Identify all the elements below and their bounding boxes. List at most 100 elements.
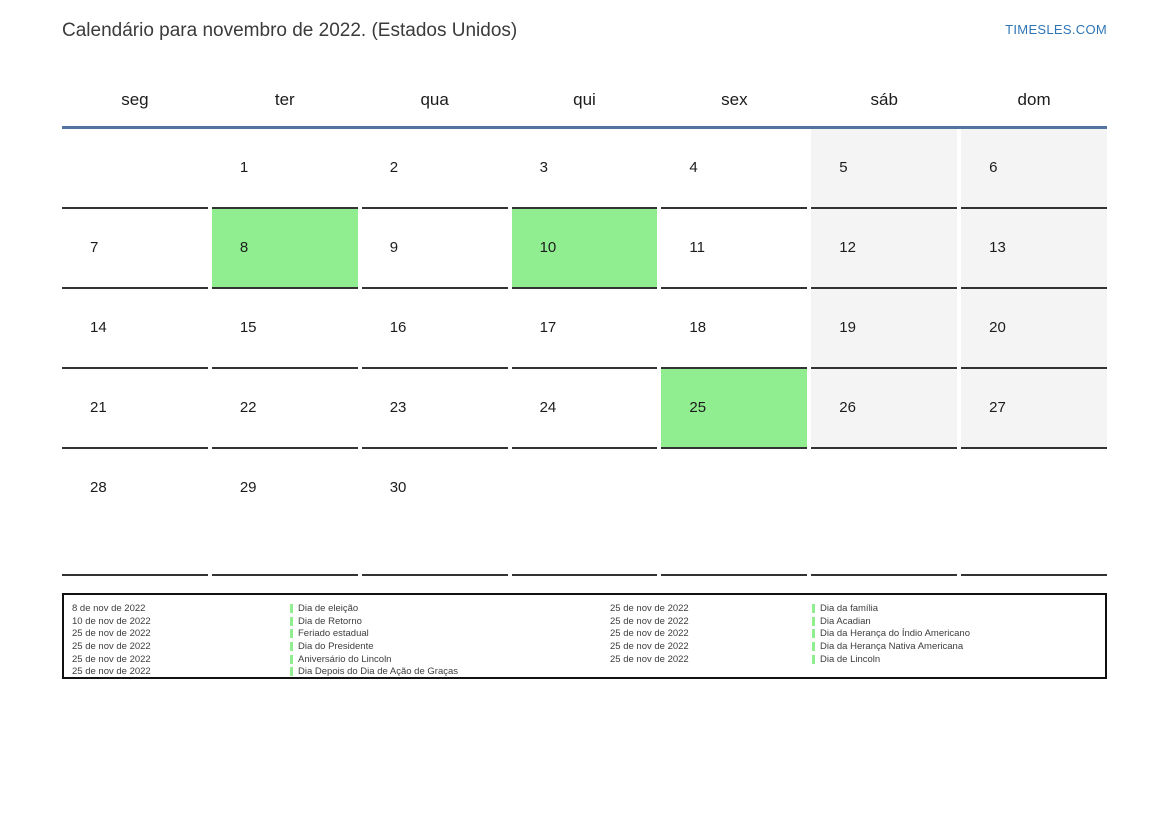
legend-holiday-name: Dia de Retorno — [290, 616, 362, 627]
legend-row: 25 de nov de 2022 Dia do Presidente — [72, 640, 610, 653]
legend-right-column: 25 de nov de 2022 Dia da família 25 de nov… — [610, 602, 1105, 677]
legend-date: 25 de nov de 2022 — [610, 653, 689, 665]
legend-holiday-label: Dia do Presidente — [298, 640, 374, 652]
empty-day-cell — [511, 449, 658, 576]
legend-date: 25 de nov de 2022 — [610, 628, 689, 640]
empty-day-cell — [961, 449, 1107, 576]
legend-date: 10 de nov de 2022 — [72, 615, 151, 627]
holiday-marker-icon — [812, 654, 815, 664]
day-cell-24: 24 — [511, 369, 658, 449]
legend-holiday-name: Dia da Herança do Índio Americano — [812, 628, 970, 639]
day-cell-16: 16 — [361, 289, 508, 369]
legend-holiday-name: Aniversário do Lincoln — [290, 654, 391, 665]
day-cell-22: 22 — [211, 369, 358, 449]
day-cell-14: 14 — [62, 289, 208, 369]
holiday-marker-icon — [812, 603, 815, 613]
week-row: 21 22 23 24 25 26 27 — [62, 369, 1107, 449]
week-row: 7 8 9 10 11 12 13 — [62, 209, 1107, 289]
legend-row: 8 de nov de 2022 Dia de eleição — [72, 602, 610, 615]
page-title: Calendário para novembro de 2022. (Estad… — [62, 20, 518, 41]
legend-date: 25 de nov de 2022 — [610, 602, 689, 614]
legend-date: 25 de nov de 2022 — [72, 628, 151, 640]
legend-holiday-name: Dia da família — [812, 603, 878, 614]
legend-holiday-label: Dia de eleição — [298, 602, 359, 614]
legend-date: 25 de nov de 2022 — [610, 640, 689, 652]
day-cell-7: 7 — [62, 209, 208, 289]
legend-holiday-label: Dia da Herança do Índio Americano — [820, 628, 970, 640]
legend-date: 25 de nov de 2022 — [72, 666, 151, 678]
day-cell-3: 3 — [511, 129, 658, 209]
legend-row: 25 de nov de 2022 Feriado estadual — [72, 627, 610, 640]
week-row: 28 29 30 — [62, 449, 1107, 576]
day-cell-25: 25 — [661, 369, 808, 449]
empty-day-cell — [661, 449, 808, 576]
legend-holiday-name: Dia de Lincoln — [812, 654, 880, 665]
day-cell-5: 5 — [811, 129, 958, 209]
weekday-dom: dom — [1017, 90, 1051, 109]
legend-row: 25 de nov de 2022 Dia Depois do Dia de Aç… — [72, 665, 610, 678]
day-cell-12: 12 — [811, 209, 958, 289]
weekday-seg: seg — [121, 90, 149, 109]
legend-holiday-label: Dia da família — [820, 602, 879, 614]
legend-holiday-label: Dia Depois do Dia de Ação de Graças — [298, 666, 459, 678]
legend-holiday-name: Dia do Presidente — [290, 641, 374, 652]
empty-day-cell — [811, 449, 958, 576]
day-cell-19: 19 — [811, 289, 958, 369]
legend-row: 25 de nov de 2022 Dia de Lincoln — [610, 653, 1105, 666]
legend-holiday-label: Dia de Lincoln — [820, 653, 881, 665]
legend-row: 25 de nov de 2022 Dia Acadian — [610, 615, 1105, 628]
day-cell-15: 15 — [211, 289, 358, 369]
weekday-sab: sáb — [870, 90, 898, 109]
legend-holiday-name: Dia Acadian — [812, 616, 871, 627]
legend-holiday-label: Dia da Herança Nativa Americana — [820, 640, 964, 652]
holiday-legend: 8 de nov de 2022 Dia de eleição 10 de nov … — [62, 593, 1107, 679]
week-row: 14 15 16 17 18 19 20 — [62, 289, 1107, 369]
day-cell-13: 13 — [961, 209, 1107, 289]
day-cell-27: 27 — [961, 369, 1107, 449]
legend-date: 25 de nov de 2022 — [610, 615, 689, 627]
day-cell-17: 17 — [511, 289, 658, 369]
legend-row: 25 de nov de 2022 Aniversário do Lincoln — [72, 653, 610, 666]
calendar: seg ter qua qui sex sáb dom 1 2 3 4 5 6 7 8 9 10 1… — [62, 44, 1107, 576]
legend-row: 10 de nov de 2022 Dia de Retorno — [72, 615, 610, 628]
day-cell-1: 1 — [211, 129, 358, 209]
holiday-marker-icon — [812, 641, 815, 651]
legend-holiday-label: Dia de Retorno — [298, 615, 362, 627]
legend-holiday-label: Aniversário do Lincoln — [298, 653, 392, 665]
weekday-qua: qua — [420, 90, 449, 109]
page-header: Calendário para novembro de 2022. (Estad… — [0, 0, 1169, 44]
weekday-header-row: seg ter qua qui sex sáb dom — [62, 44, 1107, 129]
legend-date: 8 de nov de 2022 — [72, 602, 146, 614]
empty-day-cell — [62, 129, 208, 209]
day-cell-20: 20 — [961, 289, 1107, 369]
holiday-marker-icon — [812, 616, 815, 626]
calendar-grid: 1 2 3 4 5 6 7 8 9 10 11 12 13 14 15 16 17 18 19 20 21 22 23 24 2… — [62, 129, 1107, 576]
legend-holiday-name: Dia da Herança Nativa Americana — [812, 641, 963, 652]
holiday-marker-icon — [290, 629, 293, 639]
holiday-marker-icon — [290, 654, 293, 664]
day-cell-10: 10 — [511, 209, 658, 289]
day-cell-18: 18 — [661, 289, 808, 369]
legend-row: 25 de nov de 2022 Dia da Herança do Índio… — [610, 627, 1105, 640]
legend-holiday-name: Dia Depois do Dia de Ação de Graças — [290, 666, 458, 677]
legend-left-column: 8 de nov de 2022 Dia de eleição 10 de nov … — [72, 602, 610, 677]
legend-row: 25 de nov de 2022 Dia da Herança Nativa A… — [610, 640, 1105, 653]
legend-row: 25 de nov de 2022 Dia da família — [610, 602, 1105, 615]
holiday-marker-icon — [290, 616, 293, 626]
day-cell-29: 29 — [211, 449, 358, 576]
legend-holiday-label: Feriado estadual — [298, 628, 369, 640]
legend-holiday-name: Feriado estadual — [290, 628, 369, 639]
day-cell-11: 11 — [661, 209, 808, 289]
holiday-marker-icon — [290, 603, 293, 613]
site-link[interactable]: TIMESLES.COM — [1005, 22, 1107, 37]
legend-holiday-label: Dia Acadian — [820, 615, 871, 627]
holiday-marker-icon — [290, 641, 293, 651]
day-cell-2: 2 — [361, 129, 508, 209]
day-cell-28: 28 — [62, 449, 208, 576]
legend-date: 25 de nov de 2022 — [72, 640, 151, 652]
day-cell-26: 26 — [811, 369, 958, 449]
day-cell-23: 23 — [361, 369, 508, 449]
weekday-sex: sex — [721, 90, 748, 109]
day-cell-21: 21 — [62, 369, 208, 449]
